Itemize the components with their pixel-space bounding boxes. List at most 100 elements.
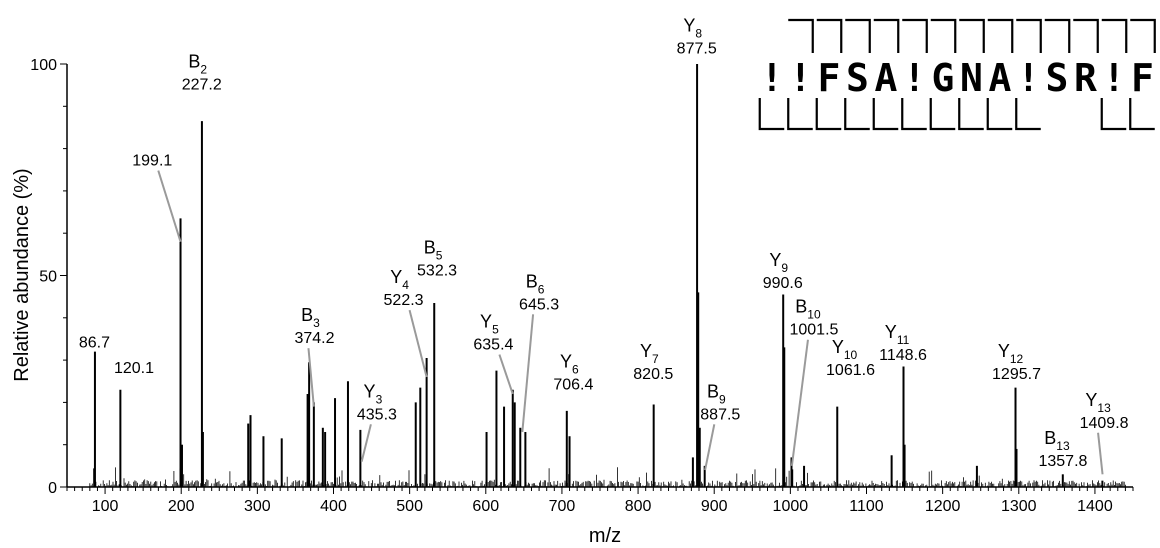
b-ion-bracket [1129, 98, 1155, 131]
b-ion-bracket [901, 98, 927, 131]
leader-line [1097, 432, 1104, 475]
leader-line [521, 314, 535, 433]
b-ion-bracket [758, 98, 785, 131]
mz-value-label: 522.3 [384, 292, 424, 309]
b-ion-bracket [929, 98, 956, 131]
mz-value-label: 532.3 [417, 263, 457, 280]
b-ion-bracket [815, 98, 842, 131]
ion-subscript: 12 [1010, 352, 1024, 366]
baseline-noise [89, 466, 1126, 487]
x-tick-label: 1200 [925, 498, 961, 515]
leader-line [307, 348, 315, 407]
sequence-residue: S [846, 56, 869, 100]
ion-label: Y12 [998, 341, 1024, 366]
mz-value-label: 635.4 [473, 337, 513, 354]
mz-value-label: 887.5 [700, 406, 740, 423]
sequence-residue: R [1074, 56, 1097, 100]
sequence-residue: N [960, 56, 983, 100]
ion-label: Y10 [832, 337, 858, 362]
peak-annotation: 86.7 [79, 334, 110, 351]
sequence-residue: ! [1017, 56, 1040, 100]
mz-value-label: 374.2 [294, 330, 334, 347]
x-tick-label: 1300 [1001, 498, 1037, 515]
x-tick-label: 300 [244, 498, 271, 515]
ion-label: Y9 [769, 250, 788, 275]
ion-label: B6 [526, 271, 545, 296]
ion-subscript: 9 [719, 392, 726, 406]
ion-label: Y11 [885, 322, 910, 347]
mz-value-label: 199.1 [132, 153, 172, 170]
x-tick-label: 700 [549, 498, 576, 515]
x-tick-label: 500 [396, 498, 423, 515]
y-axis-label: Relative abundance (%) [11, 168, 33, 381]
peak-annotation: 120.1 [114, 360, 154, 377]
mz-value-label: 435.3 [357, 406, 397, 423]
ion-label: B3 [301, 305, 320, 330]
mz-value-label: 1001.5 [789, 322, 838, 339]
ion-label: Y6 [560, 352, 579, 377]
x-tick-label: 800 [625, 498, 652, 515]
ion-subscript: 2 [200, 62, 207, 76]
mz-value-label: 1295.7 [992, 366, 1041, 383]
sequence-residue: A [875, 56, 898, 100]
y-tick-label: 50 [39, 269, 57, 286]
leader-line [704, 424, 716, 471]
y-ion-bracket [1016, 18, 1042, 53]
peak-annotations: B2227.2199.186.7120.1B3374.2Y3435.3Y4522… [79, 15, 1129, 475]
leader-line [790, 339, 809, 466]
sequence-residue: F [1131, 56, 1154, 100]
mz-value-label: 1409.8 [1080, 415, 1129, 432]
mz-value-label: 120.1 [114, 360, 154, 377]
x-tick-label: 200 [168, 498, 195, 515]
mz-value-label: 227.2 [182, 76, 222, 93]
ion-label: B5 [424, 238, 443, 263]
ion-label: B9 [707, 381, 726, 406]
ion-subscript: 5 [436, 249, 443, 263]
ion-label: Y7 [640, 341, 659, 366]
leader-line [360, 424, 372, 462]
y-ion-bracket [959, 18, 985, 53]
sequence-residue: S [1046, 56, 1069, 100]
ion-subscript: 3 [313, 316, 320, 330]
b-ion-bracket [1100, 98, 1127, 131]
ion-subscript: 13 [1056, 439, 1070, 453]
ion-subscript: 13 [1097, 401, 1111, 415]
y-tick-label: 0 [48, 480, 57, 497]
ion-label: B10 [795, 297, 821, 322]
b-ion-bracket [844, 98, 870, 131]
ion-subscript: 3 [376, 392, 383, 406]
y-ion-bracket [930, 18, 957, 53]
mz-value-label: 1148.6 [879, 347, 927, 364]
y-tick-label: 100 [30, 57, 57, 74]
sequence-residue: ! [903, 56, 926, 100]
b-ion-bracket [1015, 98, 1041, 131]
ion-subscript: 7 [652, 352, 659, 366]
mz-value-label: 820.5 [633, 366, 673, 383]
y-ion-bracket [1044, 18, 1071, 53]
x-tick-label: 1400 [1077, 498, 1113, 515]
mz-value-label: 990.6 [763, 275, 803, 292]
ion-subscript: 6 [572, 363, 579, 377]
y-ion-bracket [987, 18, 1014, 53]
peptide-sequence: !! F S A! G N A! S R! F [758, 18, 1156, 131]
y-ion-bracket [788, 18, 814, 53]
y-ion-bracket [816, 18, 843, 53]
x-tick-label: 600 [472, 498, 499, 515]
ion-subscript: 6 [538, 282, 545, 296]
ion-subscript: 11 [897, 333, 910, 347]
ion-label: B2 [188, 51, 207, 76]
ion-label: Y13 [1085, 390, 1111, 415]
b-ion-bracket [787, 98, 813, 131]
